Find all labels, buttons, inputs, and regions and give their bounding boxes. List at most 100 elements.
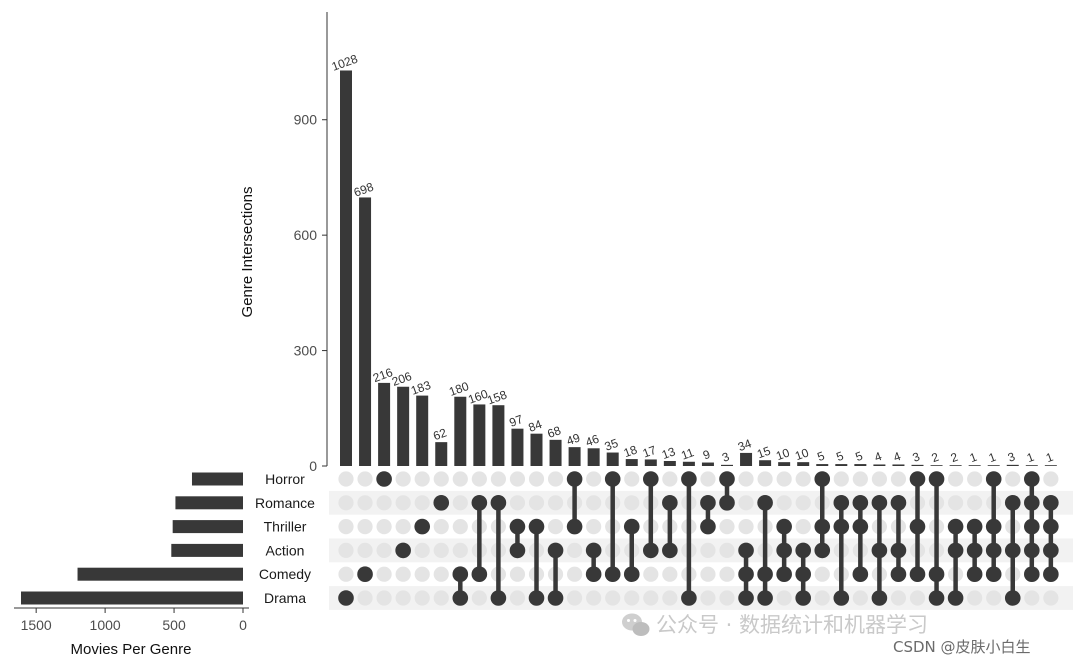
set-name-label: Thriller xyxy=(264,519,307,535)
matrix-dot-active xyxy=(585,566,602,582)
matrix-dot-inactive xyxy=(376,495,392,511)
matrix-dot-active xyxy=(1024,566,1040,582)
matrix-dot-active xyxy=(928,590,945,606)
matrix-column xyxy=(566,471,583,606)
matrix-dot-inactive xyxy=(452,471,468,487)
matrix-dot-inactive xyxy=(452,495,468,511)
matrix-dot-inactive xyxy=(509,590,526,606)
matrix-dot-active xyxy=(623,518,640,535)
matrix-dot-active xyxy=(852,495,869,511)
matrix-dot-active xyxy=(833,518,850,535)
set-size-bars xyxy=(21,472,243,605)
matrix-column xyxy=(947,471,964,606)
matrix-dot-inactive xyxy=(338,542,354,559)
intersection-bar xyxy=(816,464,829,466)
matrix-dot-inactive xyxy=(414,542,430,559)
intersection-bar xyxy=(549,439,562,466)
matrix-dot-inactive xyxy=(376,542,392,559)
matrix-dot-inactive xyxy=(852,471,868,487)
intersection-bar-label: 10 xyxy=(793,445,811,463)
intersection-bar-label: 2 xyxy=(930,450,941,466)
matrix-dot-inactive xyxy=(795,471,811,487)
intersection-bar-label: 97 xyxy=(507,412,525,430)
intersection-bar-label: 158 xyxy=(485,387,509,407)
set-name-label: Horror xyxy=(265,471,305,487)
matrix-dot-active xyxy=(1004,590,1021,606)
matrix-dot-inactive xyxy=(967,495,983,511)
matrix-dot-active xyxy=(738,566,754,582)
matrix-dot-inactive xyxy=(738,495,754,511)
matrix-column xyxy=(547,471,564,606)
intersection-bar-label: 35 xyxy=(603,436,621,454)
intersection-matrix xyxy=(338,471,1059,606)
matrix-dot-inactive xyxy=(471,471,487,487)
matrix-dot-active xyxy=(985,542,1002,559)
intersection-bar-label: 11 xyxy=(679,445,696,463)
matrix-column xyxy=(795,471,811,606)
intersection-bar-label: 68 xyxy=(546,423,564,441)
matrix-dot-inactive xyxy=(567,542,583,559)
set-size-bar xyxy=(171,543,243,557)
intersection-bar xyxy=(1006,464,1019,466)
matrix-column xyxy=(909,471,926,606)
intersection-bar xyxy=(397,386,410,466)
matrix-dot-inactive xyxy=(624,471,640,487)
matrix-dot-inactive xyxy=(814,566,830,582)
matrix-dot-inactive xyxy=(1043,471,1059,487)
matrix-dot-active xyxy=(852,566,869,582)
matrix-dot-active xyxy=(414,518,431,535)
intersection-bar xyxy=(854,464,867,466)
matrix-dot-inactive xyxy=(357,519,373,535)
matrix-dot-active xyxy=(795,590,811,606)
matrix-dot-inactive xyxy=(1024,590,1040,606)
set-name-label: Comedy xyxy=(259,566,311,582)
set-tick-label: 0 xyxy=(239,617,247,633)
intersection-bar-label: 1 xyxy=(1025,450,1036,466)
matrix-dot-active xyxy=(833,590,850,606)
matrix-dot-active xyxy=(1024,471,1040,487)
set-size-bar xyxy=(77,567,243,581)
matrix-dot-inactive xyxy=(509,471,526,487)
y-tick-label: 300 xyxy=(294,343,318,359)
matrix-dot-inactive xyxy=(586,519,602,535)
matrix-column xyxy=(433,471,450,606)
matrix-dot-active xyxy=(947,590,964,606)
set-size-bar xyxy=(175,496,243,510)
matrix-dot-inactive xyxy=(433,590,449,606)
matrix-dot-active xyxy=(871,590,888,606)
watermark: 公众号 · 数据统计和机器学习 CSDN @皮肤小白生 xyxy=(622,613,1031,656)
set-size-bar xyxy=(172,520,243,534)
intersection-bar xyxy=(378,382,391,466)
matrix-dot-inactive xyxy=(586,471,602,487)
matrix-column xyxy=(623,471,640,606)
matrix-dot-active xyxy=(852,518,869,535)
intersection-bar-label: 3 xyxy=(911,449,922,465)
matrix-column xyxy=(681,471,697,606)
intersection-bar xyxy=(644,459,657,466)
matrix-dot-active xyxy=(490,590,507,606)
matrix-column xyxy=(604,471,621,606)
matrix-dot-inactive xyxy=(948,495,964,511)
matrix-dot-active xyxy=(471,566,488,582)
matrix-dot-inactive xyxy=(528,471,545,487)
matrix-dot-inactive xyxy=(1043,590,1059,606)
set-name-label: Romance xyxy=(255,495,315,511)
matrix-dot-active xyxy=(833,495,850,511)
matrix-dot-inactive xyxy=(433,519,449,535)
set-tick-label: 1500 xyxy=(21,617,52,633)
matrix-dot-inactive xyxy=(395,495,411,511)
matrix-dot-inactive xyxy=(376,566,392,582)
matrix-dot-active xyxy=(376,471,392,487)
matrix-dot-active xyxy=(738,590,754,606)
intersection-bar xyxy=(473,404,486,466)
matrix-dot-inactive xyxy=(357,471,373,487)
matrix-dot-inactive xyxy=(338,519,354,535)
matrix-dot-active xyxy=(719,495,735,511)
matrix-column xyxy=(509,471,526,606)
matrix-dot-inactive xyxy=(909,590,926,606)
matrix-dot-inactive xyxy=(624,590,640,606)
matrix-dot-active xyxy=(814,518,831,535)
matrix-dot-inactive xyxy=(700,542,716,559)
matrix-dot-active xyxy=(1024,542,1040,559)
matrix-dot-active xyxy=(776,518,792,535)
